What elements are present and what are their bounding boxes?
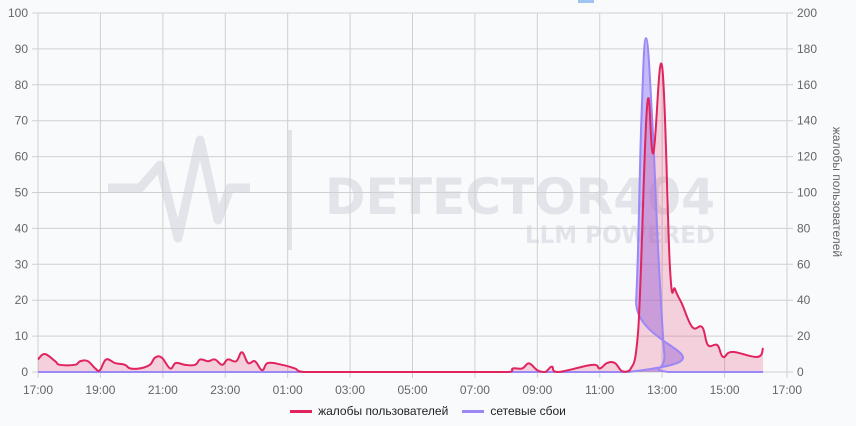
y-tick-left: 80 xyxy=(15,78,29,92)
y-tick-left: 60 xyxy=(15,150,29,164)
x-tick: 01:00 xyxy=(273,383,303,397)
y-tick-left: 0 xyxy=(21,365,28,379)
legend-item-complaints[interactable]: жалобы пользователей xyxy=(290,404,448,418)
legend: жалобы пользователей сетевые сбои xyxy=(0,404,856,418)
x-tick: 23:00 xyxy=(210,383,240,397)
x-tick: 13:00 xyxy=(647,383,677,397)
y-tick-left: 70 xyxy=(15,114,29,128)
x-tick: 19:00 xyxy=(85,383,115,397)
x-tick: 07:00 xyxy=(460,383,490,397)
watermark-divider xyxy=(288,130,292,250)
y-tick-left: 20 xyxy=(15,293,29,307)
y-tick-right: 20 xyxy=(797,329,811,343)
watermark-tagline: LLM POWERED xyxy=(525,221,715,249)
legend-item-network[interactable]: сетевые сбои xyxy=(462,404,566,418)
y-tick-right: 180 xyxy=(797,42,817,56)
heartbeat-logo-icon xyxy=(108,135,250,243)
watermark: DETECTOR404 LLM POWERED xyxy=(108,130,715,250)
series-line-1 xyxy=(38,37,764,374)
legend-item-partial[interactable] xyxy=(578,0,594,3)
y-tick-left: 40 xyxy=(15,221,29,235)
x-tick: 17:00 xyxy=(23,383,53,397)
x-tick: 21:00 xyxy=(148,383,178,397)
y-tick-right: 80 xyxy=(797,221,811,235)
y-tick-right: 40 xyxy=(797,293,811,307)
y-tick-right: 60 xyxy=(797,257,811,271)
series-area-0 xyxy=(38,63,764,372)
y-tick-right: 100 xyxy=(797,186,817,200)
legend-label-network: сетевые сбои xyxy=(490,404,566,418)
y-tick-right: 160 xyxy=(797,78,817,92)
y-tick-right: 0 xyxy=(797,365,804,379)
x-tick: 09:00 xyxy=(522,383,552,397)
legend-swatch-complaints xyxy=(290,409,313,413)
y-tick-left: 30 xyxy=(15,257,29,271)
y-tick-left: 90 xyxy=(15,42,29,56)
x-tick: 17:00 xyxy=(772,383,802,397)
y-tick-right: 120 xyxy=(797,150,817,164)
chart: DETECTOR404 LLM POWERED 0 0 10 20 20 40 30 60 40… xyxy=(8,0,844,397)
y-tick-right: 140 xyxy=(797,114,817,128)
y-tick-left: 50 xyxy=(15,186,29,200)
y-tick-right: 200 xyxy=(797,6,817,20)
x-tick: 03:00 xyxy=(335,383,365,397)
y-tick-left: 100 xyxy=(8,6,28,20)
series-line-0 xyxy=(37,62,765,373)
x-tick: 11:00 xyxy=(585,383,614,397)
x-tick: 15:00 xyxy=(710,383,740,397)
legend-label-complaints: жалобы пользователей xyxy=(318,404,449,418)
right-axis-title: жалобы пользователей xyxy=(830,127,844,257)
legend-swatch-network xyxy=(462,409,485,413)
y-tick-left: 10 xyxy=(15,329,29,343)
x-tick: 05:00 xyxy=(397,383,427,397)
